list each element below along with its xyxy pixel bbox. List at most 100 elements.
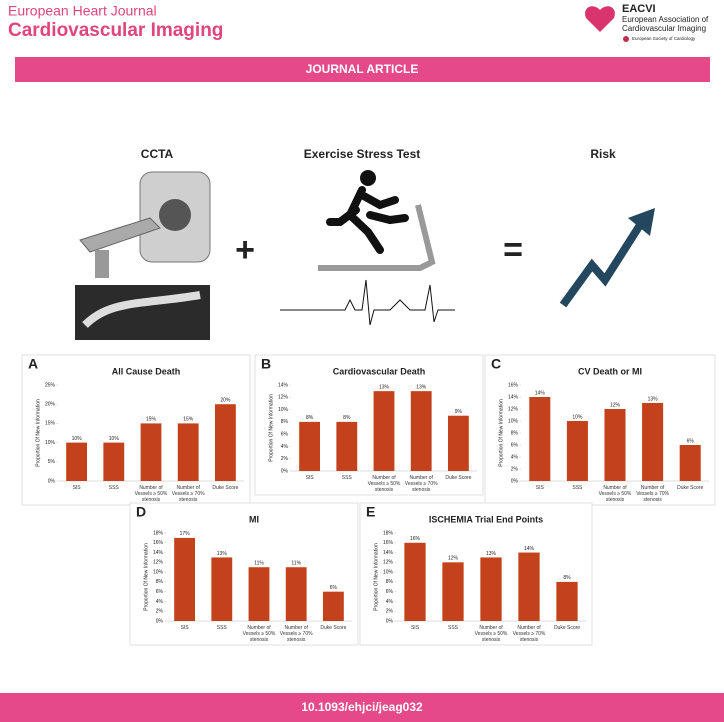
y-tick-label: 8% — [386, 579, 394, 585]
bar — [248, 567, 270, 621]
chart-panel: A All Cause Death Proportion Of New Inform… — [21, 354, 251, 506]
x-tick-label: SIS — [535, 485, 544, 491]
bar — [480, 557, 502, 621]
x-tick-label-box: Duke Score — [554, 625, 580, 631]
x-tick-label-box: SIS — [410, 625, 420, 631]
treadmill-icon — [280, 170, 455, 326]
chart-title: All Cause Death — [112, 366, 181, 376]
chart-frame — [359, 502, 593, 646]
value-label: 10% — [109, 436, 120, 442]
y-tick-label: 0% — [48, 478, 56, 484]
y-tick-label: 20% — [45, 402, 56, 408]
panel-letter: A — [28, 356, 38, 372]
value-label: 17% — [180, 531, 191, 537]
bar — [285, 567, 307, 621]
chart-title: Cardiovascular Death — [333, 366, 426, 376]
bar — [322, 591, 344, 621]
chart-title: MI — [249, 514, 259, 524]
society-line: European Association of — [622, 15, 709, 24]
x-tick-label: Number of Vessels ≥ 70% stenosis — [512, 625, 546, 641]
bar — [566, 421, 588, 481]
risk-arrow-icon — [559, 208, 655, 308]
y-tick-label: 0% — [156, 618, 164, 624]
charts: A All Cause Death Proportion Of New Inform… — [21, 354, 716, 646]
x-tick-label: SSS — [447, 625, 458, 631]
x-tick-label: SIS — [410, 625, 420, 631]
value-label: 11% — [254, 561, 264, 567]
x-tick-label-box: Number of Vessels ≥ 50% stenosis — [367, 475, 401, 491]
x-tick-label-box: Number of Vessels ≥ 70% stenosis — [279, 625, 313, 641]
bar — [140, 423, 162, 481]
society-short: EACVI — [622, 3, 656, 15]
value-label: 13% — [648, 396, 659, 402]
y-tick-label: 15% — [45, 421, 56, 427]
value-label: 13% — [486, 551, 497, 557]
bar — [404, 542, 426, 621]
x-tick-label-box: Number of Vessels ≥ 70% stenosis — [636, 485, 669, 501]
x-tick-label-box: Number of Vessels ≥ 70% stenosis — [404, 475, 438, 491]
doi-bar — [0, 693, 724, 722]
y-tick-label: 10% — [278, 407, 289, 413]
chart-title: ISCHEMIA Trial End Points — [429, 514, 543, 524]
y-tick-label: 2% — [281, 456, 289, 462]
bar — [556, 581, 578, 621]
y-axis-label: Proportion Of New Information — [268, 394, 274, 462]
x-tick-label: Number of Vessels ≥ 70% stenosis — [404, 475, 438, 491]
y-tick-label: 12% — [383, 560, 394, 566]
x-tick-label-box: SSS — [447, 625, 458, 631]
y-tick-label: 5% — [48, 459, 56, 465]
y-tick-label: 6% — [511, 442, 519, 448]
value-label: 10% — [572, 414, 583, 420]
y-tick-label: 6% — [386, 589, 394, 595]
x-tick-label-box: Duke Score — [677, 485, 704, 491]
chart-frame — [484, 354, 716, 506]
y-tick-label: 16% — [153, 540, 164, 546]
heading: Exercise Stress Test — [304, 147, 421, 161]
x-tick-label: Number of Vessels ≥ 50% stenosis — [367, 475, 401, 491]
ecg-trace — [280, 279, 455, 326]
x-tick-label: Duke Score — [677, 485, 704, 491]
value-label: 14% — [524, 546, 535, 552]
bar — [642, 403, 664, 481]
panel-letter: E — [366, 504, 375, 520]
value-label: 12% — [448, 556, 459, 562]
x-tick-label: SIS — [305, 475, 314, 481]
x-tick-label: Number of Vessels ≥ 50% stenosis — [598, 485, 632, 501]
y-tick-label: 6% — [156, 589, 164, 595]
journal-name: European Heart Journal — [8, 3, 157, 19]
x-tick-label-box: SIS — [535, 485, 544, 491]
x-tick-label-box: Duke Score — [320, 625, 347, 631]
y-tick-label: 4% — [156, 599, 164, 605]
heading: Risk — [590, 147, 616, 161]
y-tick-label: 8% — [281, 419, 289, 425]
bar — [410, 391, 432, 471]
y-tick-label: 2% — [511, 466, 519, 472]
bar — [518, 552, 540, 621]
x-tick-label: Duke Score — [320, 625, 347, 631]
value-label: 8% — [343, 415, 351, 421]
value-label: 6% — [687, 438, 695, 444]
y-tick-label: 2% — [156, 609, 164, 615]
bar — [174, 537, 196, 621]
x-tick-label: Duke Score — [445, 475, 472, 481]
x-tick-label-box: Duke Score — [212, 485, 238, 491]
y-tick-label: 18% — [153, 530, 164, 536]
value-label: 8% — [563, 575, 571, 581]
bar — [66, 442, 88, 481]
y-tick-label: 8% — [156, 579, 164, 585]
x-tick-label: Number of Vessels ≥ 50% stenosis — [134, 485, 168, 501]
x-tick-label-box: Number of Vessels ≥ 50% stenosis — [598, 485, 632, 501]
bar — [679, 445, 701, 481]
heading: CCTA — [141, 147, 174, 161]
x-tick-label: Number of Vessels ≥ 70% stenosis — [279, 625, 313, 641]
x-tick-label-box: SIS — [181, 625, 189, 631]
society-line: Cardiovascular Imaging — [622, 24, 706, 33]
y-tick-label: 25% — [45, 382, 56, 388]
value-label: 9% — [455, 409, 463, 415]
chart-frame — [254, 354, 484, 496]
x-tick-label-box: Number of Vessels ≥ 70% stenosis — [512, 625, 546, 641]
panel-letter: B — [261, 356, 271, 372]
y-tick-label: 12% — [508, 406, 519, 412]
value-label: 13% — [416, 384, 427, 390]
